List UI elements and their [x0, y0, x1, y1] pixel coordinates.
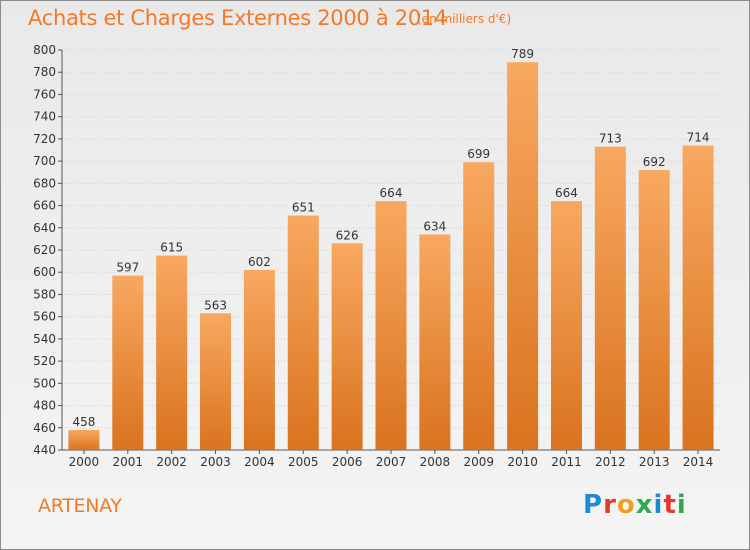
- data-label: 664: [380, 186, 403, 200]
- y-tick-label: 520: [33, 354, 56, 368]
- logo-letter: i: [653, 490, 664, 520]
- y-tick-label: 540: [33, 332, 56, 346]
- y-tick-label: 660: [33, 199, 56, 213]
- data-label: 597: [116, 261, 139, 275]
- y-tick-label: 460: [33, 421, 56, 435]
- bar: [507, 62, 539, 450]
- x-tick-label: 2013: [639, 455, 670, 469]
- x-tick-label: 2010: [507, 455, 538, 469]
- proxiti-logo: Proxiti: [583, 490, 687, 520]
- data-label: 714: [687, 131, 710, 145]
- y-tick-label: 680: [33, 176, 56, 190]
- x-tick-label: 2006: [332, 455, 363, 469]
- x-tick-label: 2012: [595, 455, 626, 469]
- data-label: 634: [423, 219, 446, 233]
- logo-letter: i: [676, 490, 687, 520]
- x-tick-label: 2005: [288, 455, 319, 469]
- x-tick-label: 2003: [200, 455, 231, 469]
- x-tick-label: 2014: [683, 455, 714, 469]
- y-tick-label: 740: [33, 110, 56, 124]
- x-tick-label: 2007: [376, 455, 407, 469]
- bar: [243, 270, 275, 450]
- logo-letter: t: [663, 490, 677, 520]
- logo-letter: x: [635, 490, 654, 520]
- x-tick-label: 2000: [69, 455, 100, 469]
- bar: [156, 255, 188, 450]
- chart-subtitle: (en milliers d'€): [417, 12, 512, 26]
- data-label: 713: [599, 132, 622, 146]
- x-tick-label: 2011: [551, 455, 582, 469]
- bar: [550, 201, 582, 450]
- bar: [638, 170, 670, 450]
- x-tick-label: 2009: [463, 455, 494, 469]
- y-tick-label: 700: [33, 154, 56, 168]
- logo-letter: r: [603, 490, 617, 520]
- logo-letter: P: [583, 490, 604, 520]
- x-tick-label: 2002: [156, 455, 187, 469]
- y-tick-label: 480: [33, 399, 56, 413]
- bar: [68, 430, 100, 450]
- y-tick-label: 500: [33, 376, 56, 390]
- place-name: ARTENAY: [38, 495, 122, 517]
- data-label: 626: [336, 228, 359, 242]
- data-label: 692: [643, 155, 666, 169]
- x-tick-label: 2001: [113, 455, 144, 469]
- data-label: 789: [511, 47, 534, 61]
- data-label: 602: [248, 255, 271, 269]
- data-label: 699: [467, 147, 490, 161]
- y-tick-label: 800: [33, 43, 56, 57]
- y-tick-label: 760: [33, 87, 56, 101]
- bar: [594, 146, 626, 450]
- y-tick-label: 720: [33, 132, 56, 146]
- bar: [375, 201, 407, 450]
- y-tick-label: 780: [33, 65, 56, 79]
- data-label: 615: [160, 241, 183, 255]
- bar: [682, 145, 714, 451]
- bar: [287, 215, 319, 450]
- data-label: 651: [292, 201, 315, 215]
- bar: [331, 243, 363, 450]
- bar: [463, 162, 495, 450]
- y-tick-label: 440: [33, 443, 56, 457]
- data-label: 458: [72, 415, 95, 429]
- chart-title: Achats et Charges Externes 2000 à 2014: [28, 6, 448, 30]
- data-label: 563: [204, 298, 227, 312]
- y-tick-label: 580: [33, 287, 56, 301]
- y-tick-label: 600: [33, 265, 56, 279]
- bar: [112, 275, 144, 450]
- y-tick-label: 620: [33, 243, 56, 257]
- y-tick-label: 560: [33, 310, 56, 324]
- y-tick-label: 640: [33, 221, 56, 235]
- data-label: 664: [555, 186, 578, 200]
- x-tick-label: 2008: [420, 455, 451, 469]
- bar: [200, 313, 232, 450]
- logo-letter: o: [616, 490, 636, 520]
- bar: [419, 234, 451, 450]
- x-tick-label: 2004: [244, 455, 275, 469]
